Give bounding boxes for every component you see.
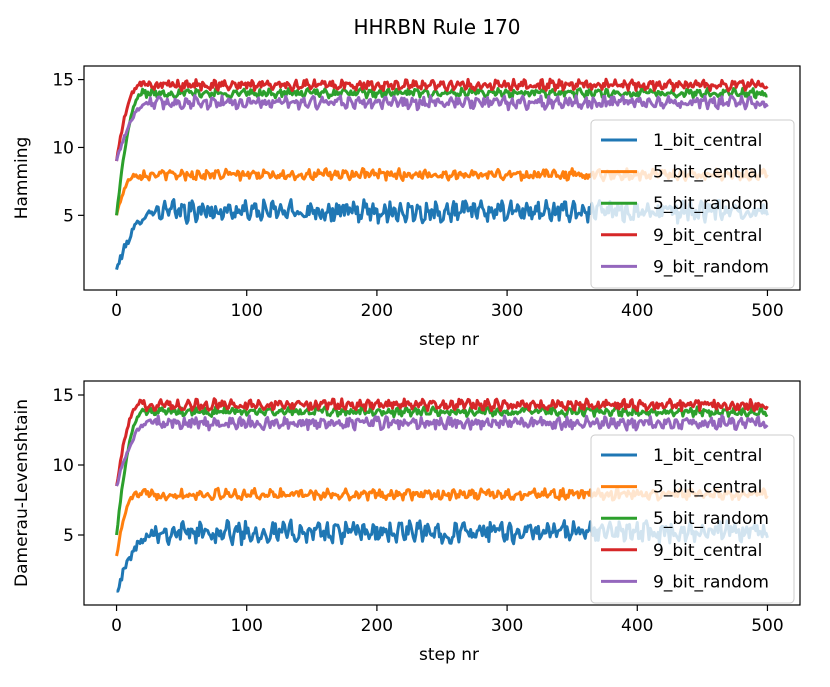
legend-label: 5_bit_central — [653, 478, 762, 498]
series-line-9_bit_central — [115, 77, 769, 162]
series-line-9_bit_random — [115, 94, 769, 162]
x-tick-label: 100 — [231, 616, 263, 636]
series-line-5_bit_random — [115, 86, 768, 216]
x-tick-label: 300 — [491, 616, 523, 636]
legend-label: 5_bit_random — [653, 194, 769, 214]
axes-frame — [83, 65, 801, 291]
series-line-9_bit_random — [115, 414, 769, 487]
axes-frame — [83, 380, 801, 606]
legend: 1_bit_central 5_bit_central 5_bit_random 9_… — [590, 119, 795, 289]
y-tick-label: 10 — [52, 138, 74, 158]
figure-title: HHRBN Rule 170 — [353, 15, 520, 39]
chart-panel-2: 0 100 200 300 400 500 5 10 15 step nr Damerau-Leve… — [12, 380, 801, 665]
legend-box — [590, 119, 795, 289]
y-tick-label: 15 — [52, 71, 74, 91]
x-tick-label: 200 — [361, 616, 393, 636]
series-line-5_bit_random — [115, 405, 769, 536]
x-tick-label: 200 — [361, 301, 393, 321]
y-tick-label: 5 — [63, 206, 74, 226]
legend: 1_bit_central 5_bit_central 5_bit_random 9_… — [590, 434, 795, 604]
x-tick-label: 400 — [621, 616, 653, 636]
y-axis-label: Hamming — [12, 137, 32, 220]
legend-label: 5_bit_random — [653, 509, 769, 529]
x-tick-label: 400 — [621, 301, 653, 321]
chart-panel-1: 0 100 200 300 400 500 5 10 15 step nr Hamming 1_bit… — [12, 65, 801, 350]
legend-label: 9_bit_random — [653, 572, 769, 592]
x-axis-label: step nr — [419, 645, 479, 665]
legend-box — [590, 434, 795, 604]
legend-label: 1_bit_central — [653, 446, 762, 466]
x-axis-label: step nr — [419, 330, 479, 350]
y-axis-label: Damerau-Levenshtain — [12, 399, 32, 587]
legend-label: 1_bit_central — [653, 131, 762, 151]
x-tick-label: 300 — [491, 301, 523, 321]
x-tick-label: 0 — [111, 616, 122, 636]
y-tick-label: 5 — [63, 526, 74, 546]
legend-label: 9_bit_central — [653, 226, 762, 246]
legend-label: 5_bit_central — [653, 163, 762, 183]
y-tick-label: 15 — [52, 386, 74, 406]
x-tick-label: 500 — [751, 616, 783, 636]
legend-label: 9_bit_random — [653, 257, 769, 277]
x-tick-label: 500 — [751, 301, 783, 321]
y-tick-label: 10 — [52, 456, 74, 476]
legend-label: 9_bit_central — [653, 541, 762, 561]
series-line-9_bit_central — [115, 397, 769, 487]
x-tick-label: 0 — [111, 301, 122, 321]
x-tick-label: 100 — [231, 301, 263, 321]
